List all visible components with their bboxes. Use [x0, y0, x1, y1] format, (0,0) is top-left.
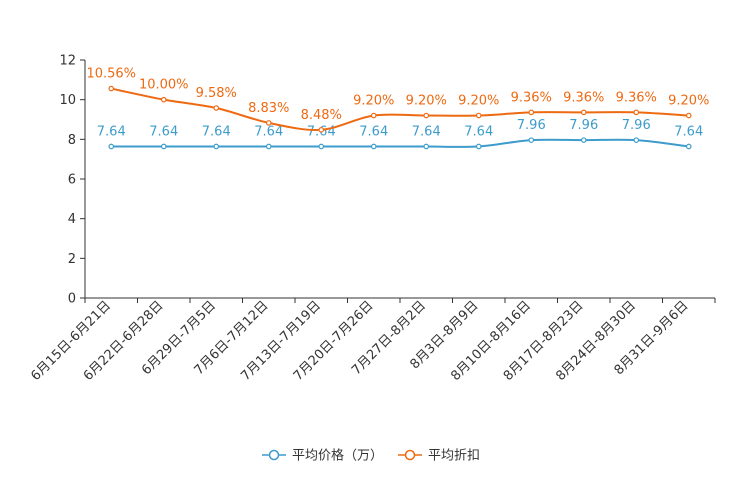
- data-label: 7.64: [674, 124, 703, 139]
- data-label: 7.64: [97, 124, 126, 139]
- data-label: 8.83%: [248, 101, 289, 116]
- data-label: 9.20%: [668, 94, 709, 109]
- data-label: 9.20%: [458, 94, 499, 109]
- y-tick-label: 4: [68, 212, 76, 227]
- data-point: [318, 127, 325, 133]
- series-line-0: [111, 138, 689, 148]
- legend-swatch-marker: [404, 449, 416, 461]
- data-label: 7.96: [569, 118, 598, 133]
- data-point: [685, 143, 692, 150]
- y-tick-label: 2: [68, 252, 76, 267]
- data-label: 7.64: [412, 124, 441, 139]
- data-label: 7.64: [202, 124, 231, 139]
- data-point: [423, 143, 430, 150]
- data-point: [160, 143, 167, 150]
- y-tick-label: 6: [68, 173, 76, 188]
- data-label: 7.96: [622, 118, 651, 133]
- data-label: 8.48%: [301, 108, 342, 123]
- data-label: 9.36%: [563, 90, 604, 105]
- data-point: [108, 85, 115, 92]
- data-point: [265, 143, 272, 150]
- data-point: [318, 143, 325, 150]
- data-point: [475, 112, 482, 119]
- data-label: 9.20%: [406, 94, 447, 109]
- data-label: 7.96: [517, 118, 546, 133]
- data-point: [475, 143, 482, 150]
- data-point: [528, 109, 535, 116]
- data-point: [213, 105, 220, 111]
- series-line-1: [111, 87, 689, 131]
- data-point: [108, 143, 115, 150]
- data-point: [370, 112, 377, 119]
- data-label: 7.64: [464, 124, 493, 139]
- legend-swatch-marker: [268, 449, 280, 461]
- y-tick-label: 0: [68, 292, 76, 307]
- data-point: [528, 137, 535, 143]
- data-point: [633, 137, 640, 143]
- data-label: 9.36%: [616, 90, 657, 105]
- data-label: 7.64: [359, 124, 388, 139]
- data-label: 9.20%: [353, 94, 394, 109]
- data-label: 9.36%: [511, 90, 552, 105]
- data-label: 9.58%: [196, 86, 237, 101]
- data-label: 10.56%: [86, 67, 136, 82]
- data-point: [265, 120, 272, 126]
- data-point: [580, 109, 587, 116]
- data-point: [633, 109, 640, 116]
- data-point: [580, 137, 587, 143]
- data-point: [423, 112, 430, 119]
- data-point: [370, 143, 377, 150]
- y-tick-label: 8: [68, 133, 76, 148]
- data-point: [160, 96, 167, 103]
- data-label: 7.64: [254, 124, 283, 139]
- legend-label: 平均折扣: [428, 449, 480, 464]
- data-label: 10.00%: [139, 78, 189, 93]
- y-tick-label: 10: [59, 93, 76, 108]
- data-point: [213, 143, 220, 150]
- data-point: [685, 112, 692, 119]
- y-tick-label: 12: [59, 54, 76, 69]
- data-label: 7.64: [149, 124, 178, 139]
- legend-label: 平均价格（万）: [292, 448, 383, 464]
